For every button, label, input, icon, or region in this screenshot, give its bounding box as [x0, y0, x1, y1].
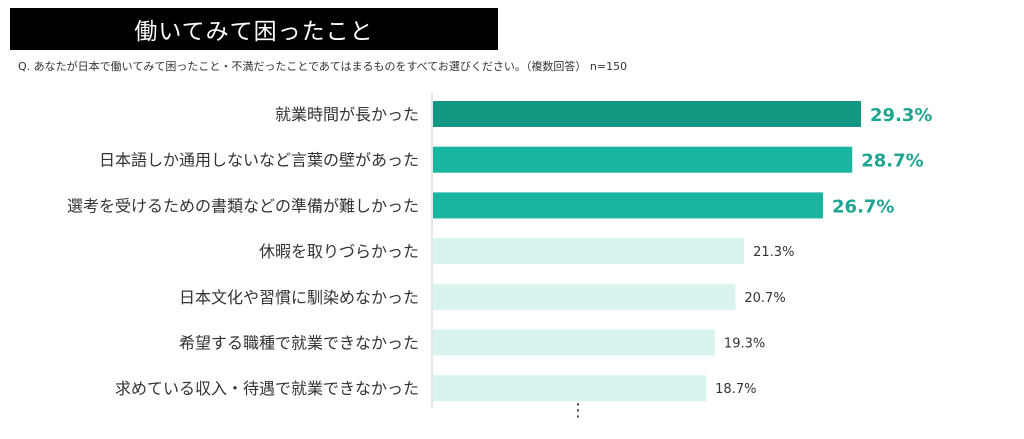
value-label: 28.7% [861, 151, 923, 172]
value-label: 29.3% [870, 105, 932, 126]
category-label: 選考を受けるための書類などの準備が難しかった [67, 196, 419, 215]
value-label: 20.7% [744, 291, 785, 306]
bar [433, 192, 824, 219]
bar [433, 375, 707, 402]
value-label: 21.3% [753, 245, 794, 260]
bars-layer: 就業時間が長かった 29.3% 日本語しか通用しないなど言葉の壁があった 28.7% 選… [67, 101, 932, 402]
bar [433, 146, 853, 173]
value-label: 18.7% [715, 382, 756, 397]
bar [433, 101, 861, 127]
more-options-icon[interactable]: ⋮ [569, 400, 587, 421]
category-label: 日本語しか通用しないなど言葉の壁があった [99, 151, 419, 170]
survey-question: Q. あなたが日本で働いてみて困ったこと・不満だったことであてはまるものをすべて… [18, 60, 628, 73]
page-title: 働いてみて困ったこと [10, 8, 498, 50]
bar [433, 238, 745, 265]
value-label: 26.7% [832, 196, 894, 217]
value-label: 19.3% [724, 337, 765, 352]
bar [433, 329, 715, 356]
category-label: 求めている収入・待遇で就業できなかった [115, 379, 419, 398]
category-label: 希望する職種で就業できなかった [179, 334, 419, 353]
category-label: 休暇を取りづらかった [259, 242, 419, 261]
category-label: 日本文化や習慣に馴染めなかった [179, 288, 419, 307]
category-label: 就業時間が長かった [275, 105, 419, 124]
bar [433, 283, 736, 310]
